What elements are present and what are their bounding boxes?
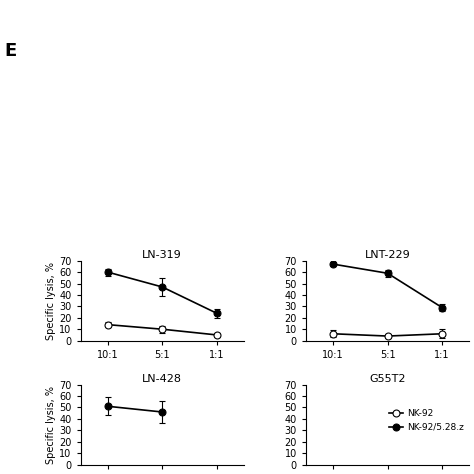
Text: E: E [5, 42, 17, 60]
Title: LN-319: LN-319 [142, 250, 182, 260]
Y-axis label: Specific lysis, %: Specific lysis, % [46, 262, 56, 340]
Title: LN-428: LN-428 [142, 374, 182, 384]
Title: G55T2: G55T2 [369, 374, 406, 384]
Legend: NK-92, NK-92/5.28.z: NK-92, NK-92/5.28.z [386, 406, 468, 436]
Title: LNT-229: LNT-229 [365, 250, 410, 260]
Y-axis label: Specific lysis, %: Specific lysis, % [46, 385, 56, 464]
